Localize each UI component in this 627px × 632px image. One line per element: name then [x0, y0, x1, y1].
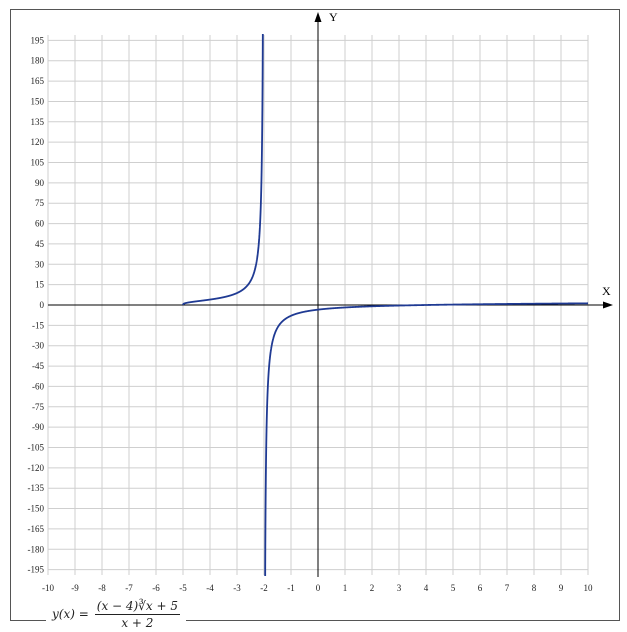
x-tick-label: 8 — [532, 583, 537, 593]
x-tick-label: -6 — [152, 583, 160, 593]
x-tick-label: 2 — [370, 583, 375, 593]
function-formula: y(x) = (x − 4)∛x + 5 x + 2 — [46, 596, 186, 632]
y-tick-label: -90 — [32, 422, 44, 432]
formula-denominator: x + 2 — [121, 615, 154, 630]
y-tick-label: 0 — [40, 300, 45, 310]
y-axis-arrow — [314, 12, 322, 22]
x-tick-label: 1 — [343, 583, 348, 593]
y-tick-label: 75 — [35, 198, 45, 208]
x-tick-label: 0 — [316, 583, 321, 593]
axes — [48, 12, 613, 577]
curves — [182, 34, 588, 576]
y-tick-label: 120 — [31, 137, 45, 147]
y-tick-label: 60 — [35, 219, 45, 229]
y-tick-label: 15 — [35, 280, 45, 290]
y-tick-label: 135 — [31, 117, 45, 127]
x-tick-label: -5 — [179, 583, 187, 593]
y-tick-label: 180 — [31, 56, 45, 66]
x-tick-label: 4 — [424, 583, 429, 593]
y-tick-label: 45 — [35, 239, 45, 249]
x-tick-label: -1 — [287, 583, 295, 593]
formula-numerator: (x − 4)∛x + 5 — [94, 598, 180, 615]
y-tick-label: -120 — [28, 463, 45, 473]
y-tick-label: 90 — [35, 178, 45, 188]
formula-lhs: y(x) = — [52, 607, 89, 621]
x-tick-label: 3 — [397, 583, 402, 593]
y-axis-label: Y — [329, 10, 338, 24]
y-tick-label: 150 — [31, 96, 45, 106]
tick-labels: -10 -9 -8 -7 -6 -5 -4 -3 -2 -1 0 1 2 3 4 5 6 7 8 9 101951801… — [28, 10, 612, 593]
x-tick-label: -9 — [71, 583, 79, 593]
y-tick-label: -45 — [32, 361, 44, 371]
y-tick-label: 105 — [31, 158, 45, 168]
x-tick-label: 6 — [478, 583, 483, 593]
x-axis-arrow — [603, 301, 613, 309]
y-tick-label: 165 — [31, 76, 45, 86]
x-tick-label: 9 — [559, 583, 564, 593]
y-tick-label: -75 — [32, 402, 44, 412]
y-tick-label: -30 — [32, 341, 44, 351]
x-axis-label: X — [602, 284, 611, 298]
y-tick-label: -150 — [28, 504, 45, 514]
x-tick-label: -7 — [125, 583, 133, 593]
y-tick-label: 195 — [31, 35, 45, 45]
x-tick-label: 10 — [584, 583, 594, 593]
y-tick-label: -105 — [28, 442, 45, 452]
x-tick-label: -3 — [233, 583, 241, 593]
y-tick-label: 30 — [35, 259, 45, 269]
x-tick-label: -4 — [206, 583, 214, 593]
y-tick-label: -165 — [28, 524, 45, 534]
formula-fraction: (x − 4)∛x + 5 x + 2 — [94, 598, 180, 630]
x-tick-label: 5 — [451, 583, 456, 593]
y-tick-label: -15 — [32, 320, 44, 330]
chart-frame — [10, 9, 620, 621]
y-tick-label: -135 — [28, 483, 45, 493]
y-tick-label: -60 — [32, 381, 44, 391]
y-tick-label: -195 — [28, 565, 45, 575]
y-tick-label: -180 — [28, 544, 45, 554]
x-tick-label: -10 — [42, 583, 54, 593]
x-tick-label: 7 — [505, 583, 510, 593]
x-tick-label: -2 — [260, 583, 268, 593]
function-curve-branch-1 — [182, 34, 264, 306]
function-curve-branch-2 — [264, 302, 588, 576]
x-tick-label: -8 — [98, 583, 106, 593]
